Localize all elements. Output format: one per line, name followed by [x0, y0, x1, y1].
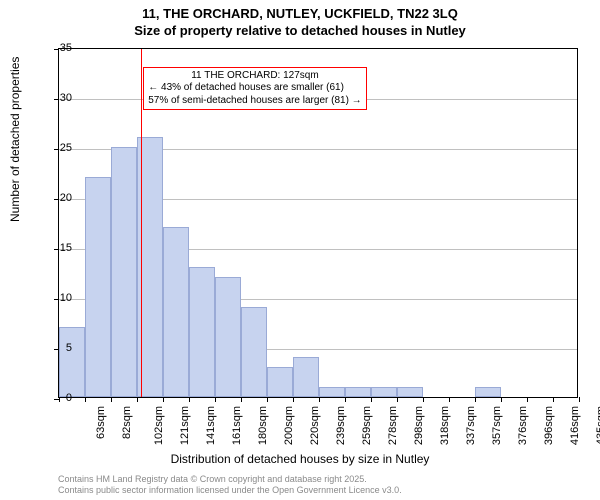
chart-title-address: 11, THE ORCHARD, NUTLEY, UCKFIELD, TN22 …	[0, 6, 600, 21]
xtick-label: 239sqm	[335, 406, 347, 445]
xtick-label: 141sqm	[205, 406, 217, 445]
ytick-label: 25	[48, 142, 72, 154]
histogram-bar	[59, 327, 85, 397]
xtick-mark	[527, 397, 528, 402]
xtick-mark	[423, 397, 424, 402]
xtick-label: 357sqm	[491, 406, 503, 445]
xtick-label: 278sqm	[387, 406, 399, 445]
histogram-bar	[267, 367, 293, 397]
histogram-bar	[397, 387, 423, 397]
xtick-label: 161sqm	[231, 406, 243, 445]
xtick-mark	[501, 397, 502, 402]
xtick-mark	[267, 397, 268, 402]
ytick-label: 10	[48, 292, 72, 304]
xtick-mark	[319, 397, 320, 402]
xtick-mark	[137, 397, 138, 402]
xtick-label: 396sqm	[543, 406, 555, 445]
xtick-label: 63sqm	[95, 406, 107, 439]
xtick-mark	[215, 397, 216, 402]
histogram-bar	[189, 267, 215, 397]
plot-inner: 11 THE ORCHARD: 127sqm← 43% of detached …	[58, 48, 578, 398]
histogram-bar	[215, 277, 241, 397]
xtick-mark	[475, 397, 476, 402]
xtick-label: 220sqm	[309, 406, 321, 445]
xtick-mark	[345, 397, 346, 402]
histogram-bar	[475, 387, 501, 397]
xtick-label: 376sqm	[517, 406, 529, 445]
histogram-bar	[163, 227, 189, 397]
xtick-mark	[293, 397, 294, 402]
ytick-label: 35	[48, 42, 72, 54]
ytick-label: 0	[48, 392, 72, 404]
xtick-label: 200sqm	[283, 406, 295, 445]
footer-attribution: Contains HM Land Registry data © Crown c…	[58, 474, 402, 497]
histogram-bar	[111, 147, 137, 397]
xtick-label: 102sqm	[153, 406, 165, 445]
xtick-label: 121sqm	[179, 406, 191, 445]
ytick-label: 30	[48, 92, 72, 104]
xtick-label: 416sqm	[569, 406, 581, 445]
annotation-line: 11 THE ORCHARD: 127sqm	[148, 70, 361, 83]
marker-annotation: 11 THE ORCHARD: 127sqm← 43% of detached …	[143, 67, 366, 111]
x-axis-label: Distribution of detached houses by size …	[0, 452, 600, 466]
ytick-label: 20	[48, 192, 72, 204]
xtick-label: 318sqm	[439, 406, 451, 445]
xtick-label: 435sqm	[595, 406, 600, 445]
xtick-mark	[241, 397, 242, 402]
y-axis-label: Number of detached properties	[8, 57, 22, 222]
xtick-mark	[163, 397, 164, 402]
xtick-label: 82sqm	[121, 406, 133, 439]
xtick-mark	[449, 397, 450, 402]
histogram-bar	[241, 307, 267, 397]
xtick-mark	[111, 397, 112, 402]
plot-area: 11 THE ORCHARD: 127sqm← 43% of detached …	[58, 48, 578, 398]
histogram-bar	[345, 387, 371, 397]
xtick-mark	[553, 397, 554, 402]
xtick-label: 337sqm	[465, 406, 477, 445]
xtick-label: 180sqm	[257, 406, 269, 445]
footer-line-1: Contains HM Land Registry data © Crown c…	[58, 474, 402, 485]
footer-line-2: Contains public sector information licen…	[58, 485, 402, 496]
marker-line	[141, 49, 142, 397]
xtick-mark	[85, 397, 86, 402]
chart-subtitle: Size of property relative to detached ho…	[0, 23, 600, 38]
xtick-mark	[371, 397, 372, 402]
annotation-line: 57% of semi-detached houses are larger (…	[148, 95, 361, 108]
ytick-label: 5	[48, 342, 72, 354]
histogram-bar	[371, 387, 397, 397]
xtick-label: 259sqm	[361, 406, 373, 445]
histogram-bar	[85, 177, 111, 397]
annotation-line: ← 43% of detached houses are smaller (61…	[148, 82, 361, 95]
xtick-mark	[579, 397, 580, 402]
xtick-mark	[189, 397, 190, 402]
histogram-bar	[293, 357, 319, 397]
xtick-mark	[397, 397, 398, 402]
ytick-label: 15	[48, 242, 72, 254]
histogram-bar	[319, 387, 345, 397]
xtick-label: 298sqm	[413, 406, 425, 445]
